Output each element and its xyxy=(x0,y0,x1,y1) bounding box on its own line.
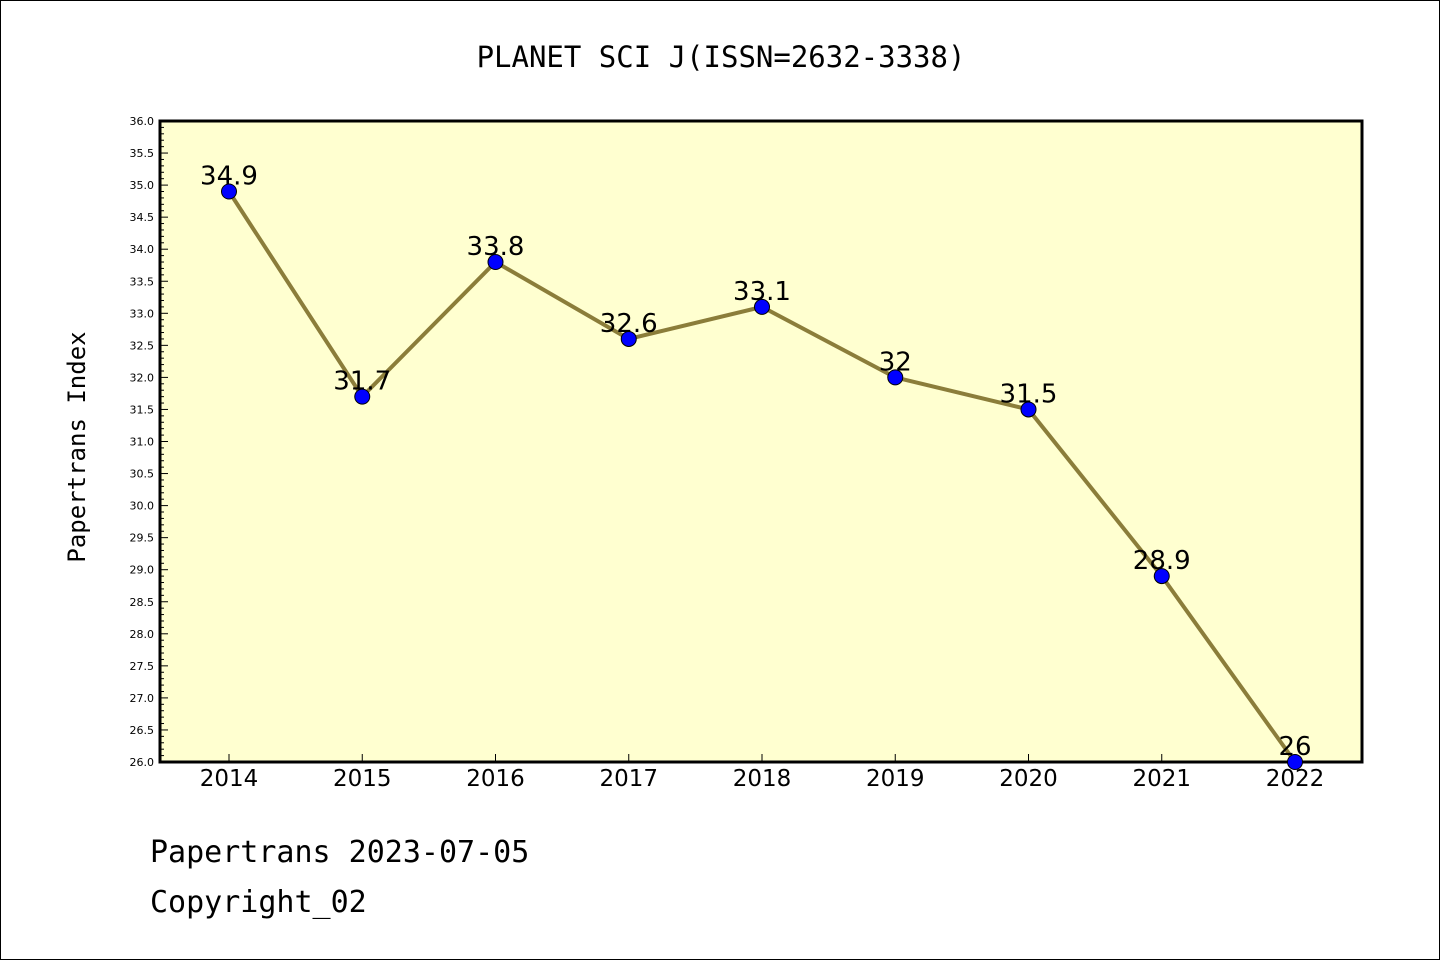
y-tick-label: 28.5 xyxy=(130,596,155,609)
data-point xyxy=(620,330,637,347)
data-label: 26 xyxy=(1278,732,1311,762)
y-tick-label: 30.0 xyxy=(130,500,155,513)
data-point xyxy=(1153,568,1170,585)
data-point xyxy=(754,298,770,315)
data-labels: 34.9 31.7 33.8 32.6 33.1 32 31.5 28.9 26 xyxy=(200,162,1311,762)
y-tick-label: 29.5 xyxy=(130,532,155,545)
x-tick-label: 2015 xyxy=(333,766,392,792)
footer-copyright-text: Copyright_02 xyxy=(150,885,367,920)
y-tick-label: 33.0 xyxy=(130,307,155,320)
y-tick-label: 31.5 xyxy=(130,403,155,416)
data-point xyxy=(1287,754,1303,770)
y-tick-label: 30.5 xyxy=(130,468,155,481)
chart-title: PLANET SCI J(ISSN=2632-3338) xyxy=(477,40,966,74)
y-tick-label: 26.5 xyxy=(130,724,155,737)
y-tick-label: 32.0 xyxy=(130,371,155,384)
data-label: 34.9 xyxy=(200,162,258,192)
x-tick-label: 2020 xyxy=(999,766,1058,792)
data-label: 28.9 xyxy=(1133,546,1191,576)
x-tick-label: 2022 xyxy=(1266,766,1325,792)
footer-date-text: Papertrans 2023-07-05 xyxy=(150,835,530,870)
y-tick-label: 27.5 xyxy=(130,660,155,673)
x-axis: 2014 2015 2016 2017 2018 2019 2020 2021 2022 xyxy=(200,754,1325,792)
y-tick-label: 36.0 xyxy=(130,115,155,128)
x-tick-label: 2014 xyxy=(200,766,259,792)
x-tick-label: 2016 xyxy=(466,766,525,792)
y-tick-label: 32.5 xyxy=(130,339,155,352)
data-label: 31.5 xyxy=(1000,379,1058,409)
y-tick-label: 35.0 xyxy=(130,179,155,192)
y-tick-label: 34.5 xyxy=(130,211,155,224)
data-label: 33.1 xyxy=(733,277,791,307)
y-tick-label: 28.0 xyxy=(130,628,155,641)
y-tick-label: 27.0 xyxy=(130,692,155,705)
data-point xyxy=(1020,401,1037,418)
data-label: 32 xyxy=(879,347,912,377)
x-tick-label: 2019 xyxy=(866,766,925,792)
y-axis-label: Papertrans Index xyxy=(63,331,91,562)
plot-area xyxy=(158,119,1364,764)
y-tick-label: 29.0 xyxy=(130,564,155,577)
x-tick-label: 2018 xyxy=(733,766,792,792)
y-axis: 26.0 26.5 27.0 27.5 28.0 28.5 29.0 29.5 30.0 30.5… xyxy=(130,115,168,769)
data-point xyxy=(221,183,237,200)
y-tick-label: 26.0 xyxy=(130,756,155,769)
y-tick-label: 34.0 xyxy=(130,243,155,256)
data-markers xyxy=(221,183,1303,770)
y-tick-label: 35.5 xyxy=(130,147,155,160)
data-label: 32.6 xyxy=(600,309,658,339)
x-tick-label: 2021 xyxy=(1132,766,1191,792)
x-tick-label: 2017 xyxy=(599,766,658,792)
data-point xyxy=(487,254,504,271)
data-point xyxy=(887,369,904,386)
data-point xyxy=(354,388,371,405)
y-tick-label: 31.0 xyxy=(130,436,155,449)
data-label: 33.8 xyxy=(467,232,525,262)
data-label: 31.7 xyxy=(333,367,391,397)
y-tick-label: 33.5 xyxy=(130,275,155,288)
